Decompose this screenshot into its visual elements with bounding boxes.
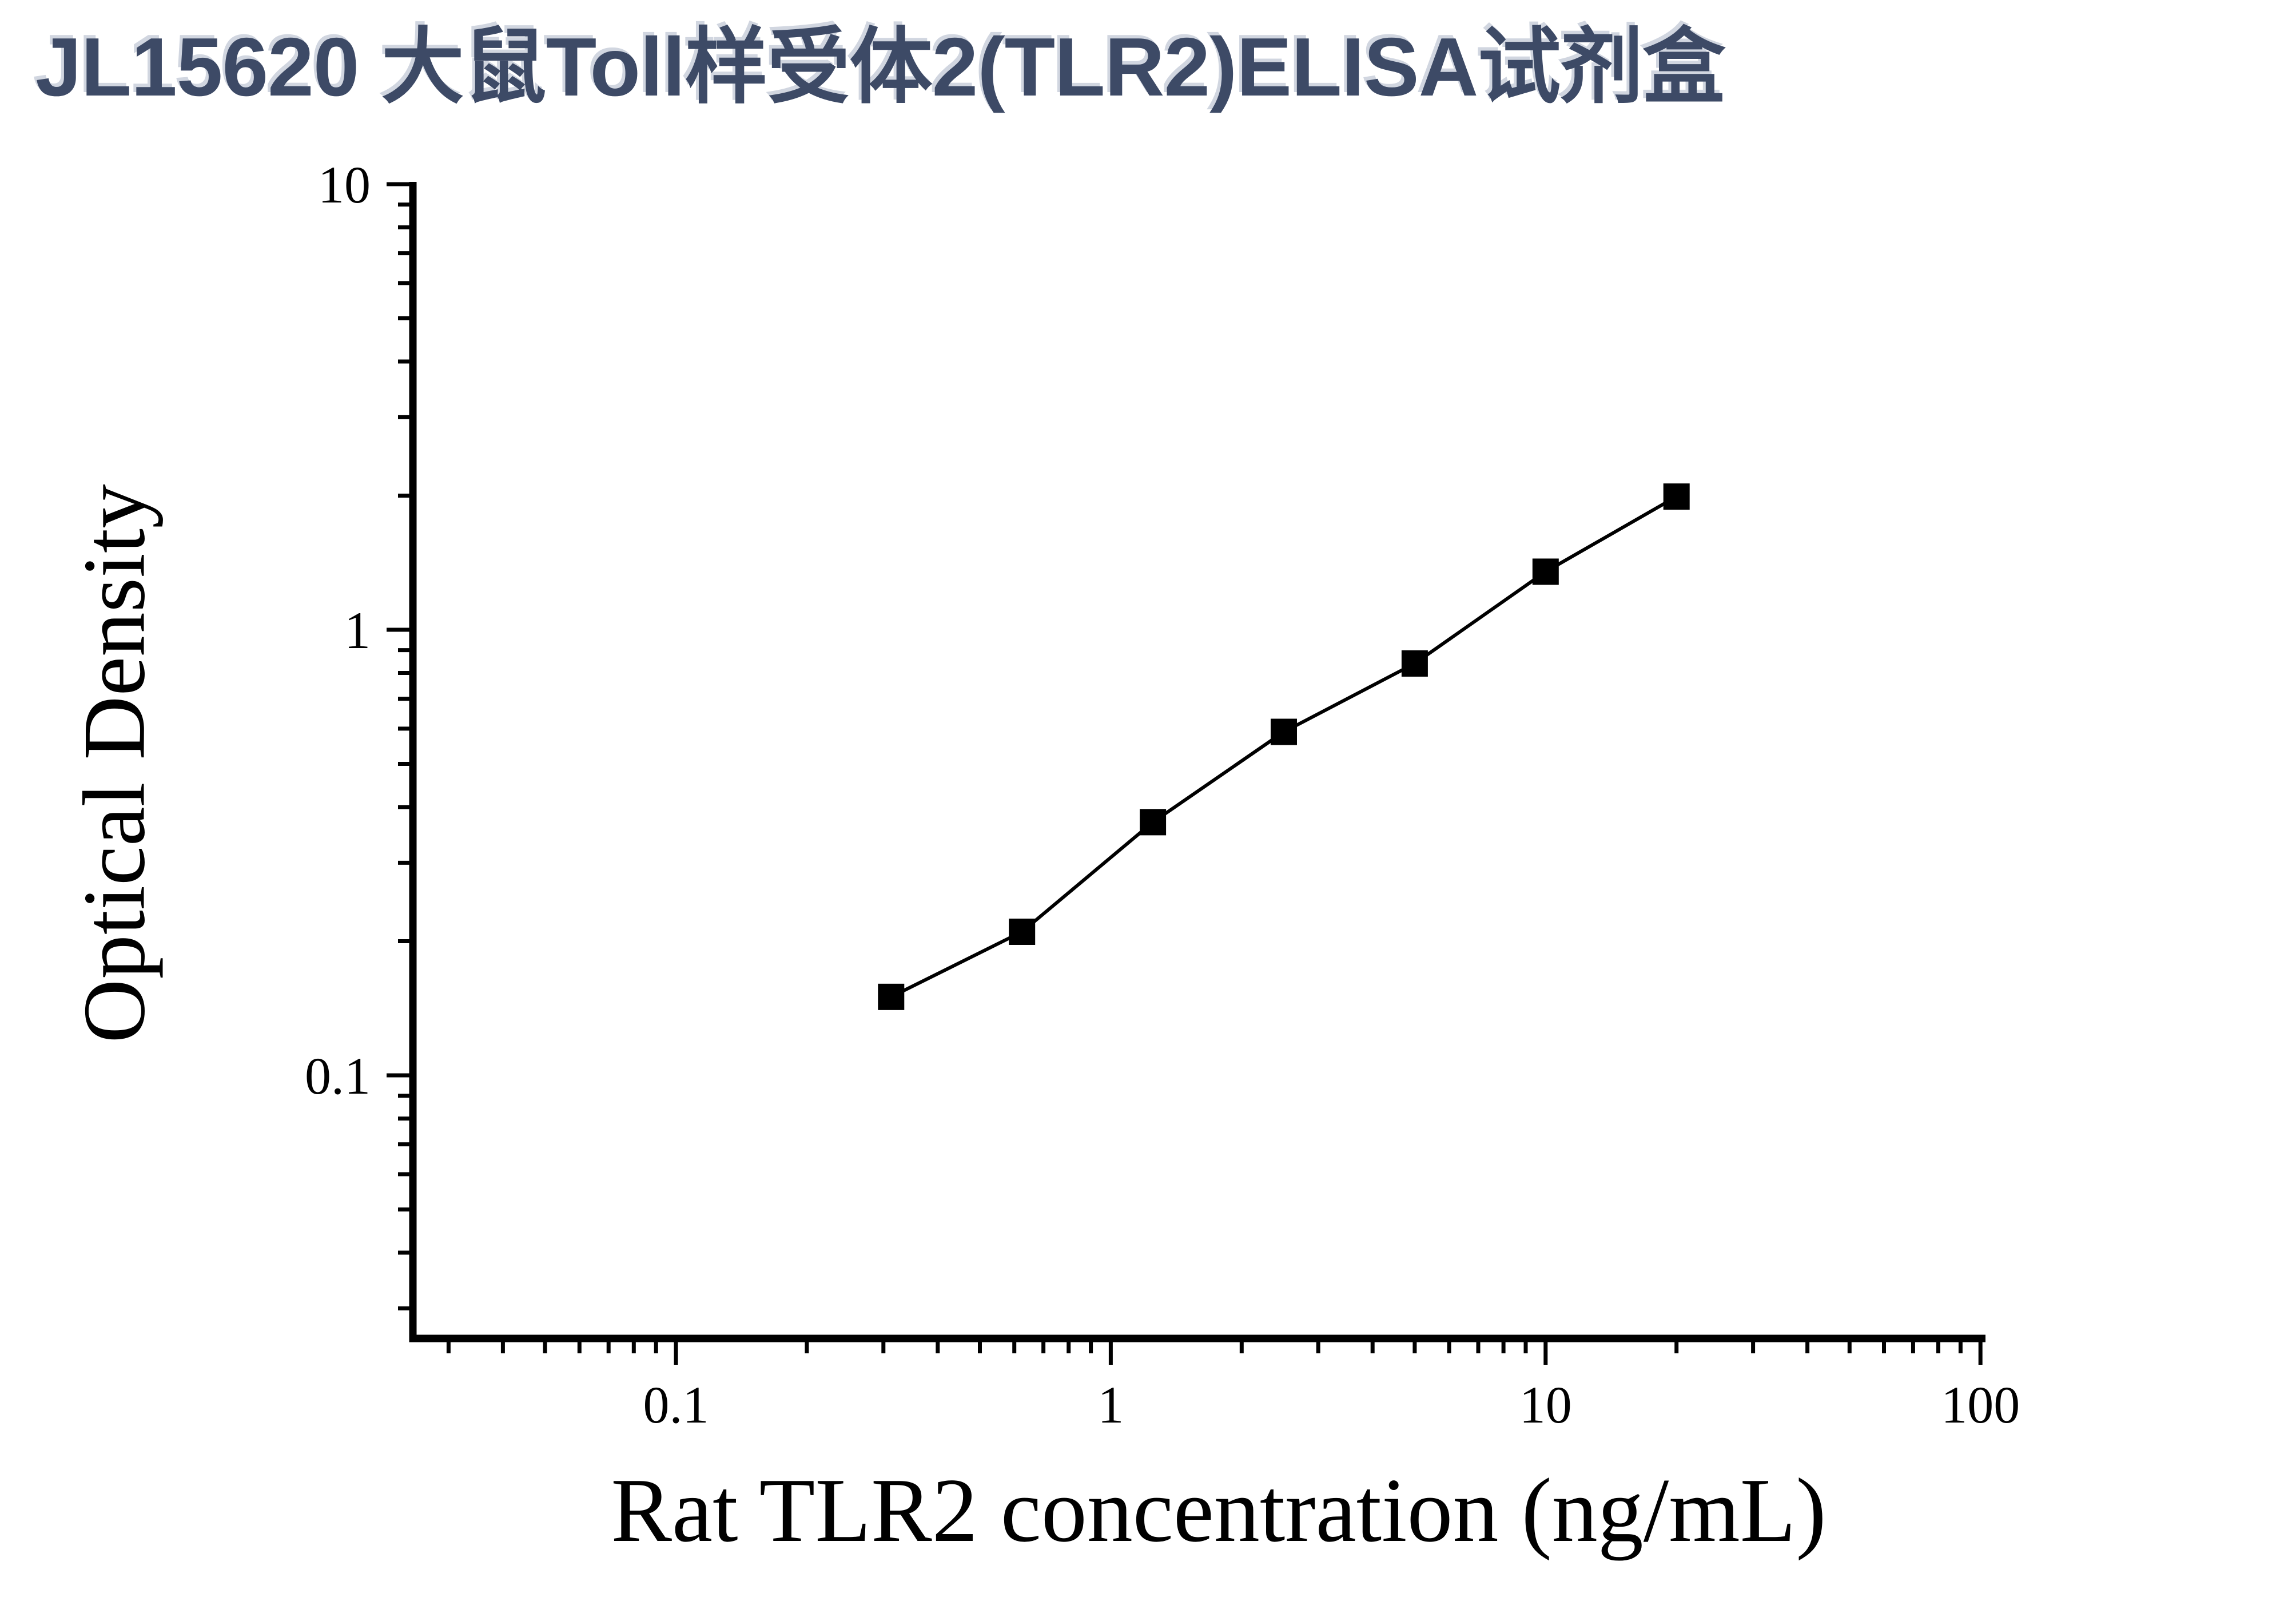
y-tick-label: 10 [318, 156, 371, 214]
data-point-marker [1140, 809, 1167, 836]
data-point-marker [1532, 558, 1559, 585]
y-tick-label: 1 [344, 601, 371, 660]
x-tick-label: 1 [1097, 1376, 1124, 1434]
data-point-marker [878, 983, 905, 1010]
data-point-marker [1270, 718, 1297, 745]
x-tick-label: 0.1 [643, 1376, 709, 1434]
x-tick-label: 10 [1519, 1376, 1572, 1434]
x-tick-label: 100 [1941, 1376, 2020, 1434]
data-point-marker [1663, 483, 1690, 510]
y-tick-label: 0.1 [305, 1047, 371, 1105]
data-point-marker [1401, 650, 1428, 677]
chart-title: JL15620 大鼠Toll样受体2(TLR2)ELISA试剂盒 [35, 21, 1725, 113]
data-point-marker [1009, 918, 1036, 945]
x-axis-title: Rat TLR2 concentration (ng/mL) [611, 1459, 1827, 1561]
